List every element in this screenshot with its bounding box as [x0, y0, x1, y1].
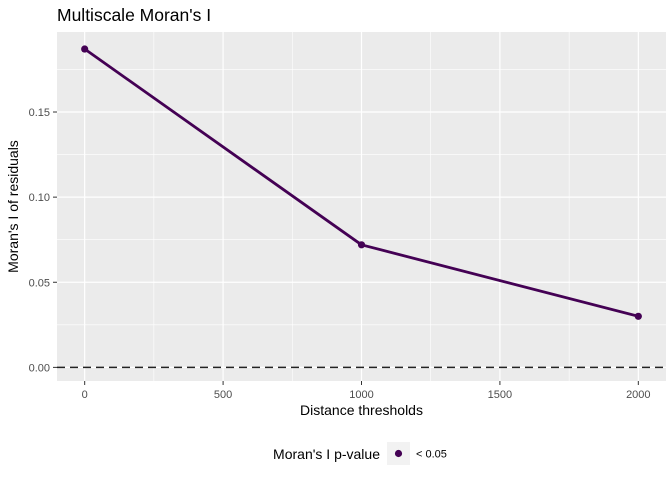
y-tick-label: 0.15	[29, 107, 50, 119]
y-axis-label: Moran's I of residuals	[5, 140, 21, 273]
data-point	[81, 45, 89, 53]
series-layer	[81, 45, 642, 320]
x-axis-label: Distance thresholds	[300, 402, 423, 418]
y-axis: 0.00 0.05 0.10 0.15	[29, 107, 57, 374]
y-tick-label: 0.00	[29, 362, 50, 374]
y-tick-label: 0.10	[29, 192, 50, 204]
legend-entries: < 0.05	[387, 442, 447, 465]
x-tick-label: 0	[82, 389, 88, 401]
y-tick-label: 0.05	[29, 277, 50, 289]
chart-title: Multiscale Moran's I	[57, 5, 211, 25]
data-point	[357, 241, 366, 249]
data-point	[634, 312, 642, 320]
x-tick-label: 2000	[626, 389, 650, 401]
x-axis: 0 500 1000 1500 2000	[82, 381, 651, 401]
legend: Moran's I p-value < 0.05	[273, 442, 447, 465]
x-tick-label: 1500	[488, 389, 512, 401]
x-tick-label: 500	[214, 389, 232, 401]
legend-title: Moran's I p-value	[273, 446, 380, 462]
legend-marker	[394, 449, 403, 458]
x-tick-label: 1000	[349, 389, 373, 401]
legend-entry-label: < 0.05	[416, 449, 447, 461]
